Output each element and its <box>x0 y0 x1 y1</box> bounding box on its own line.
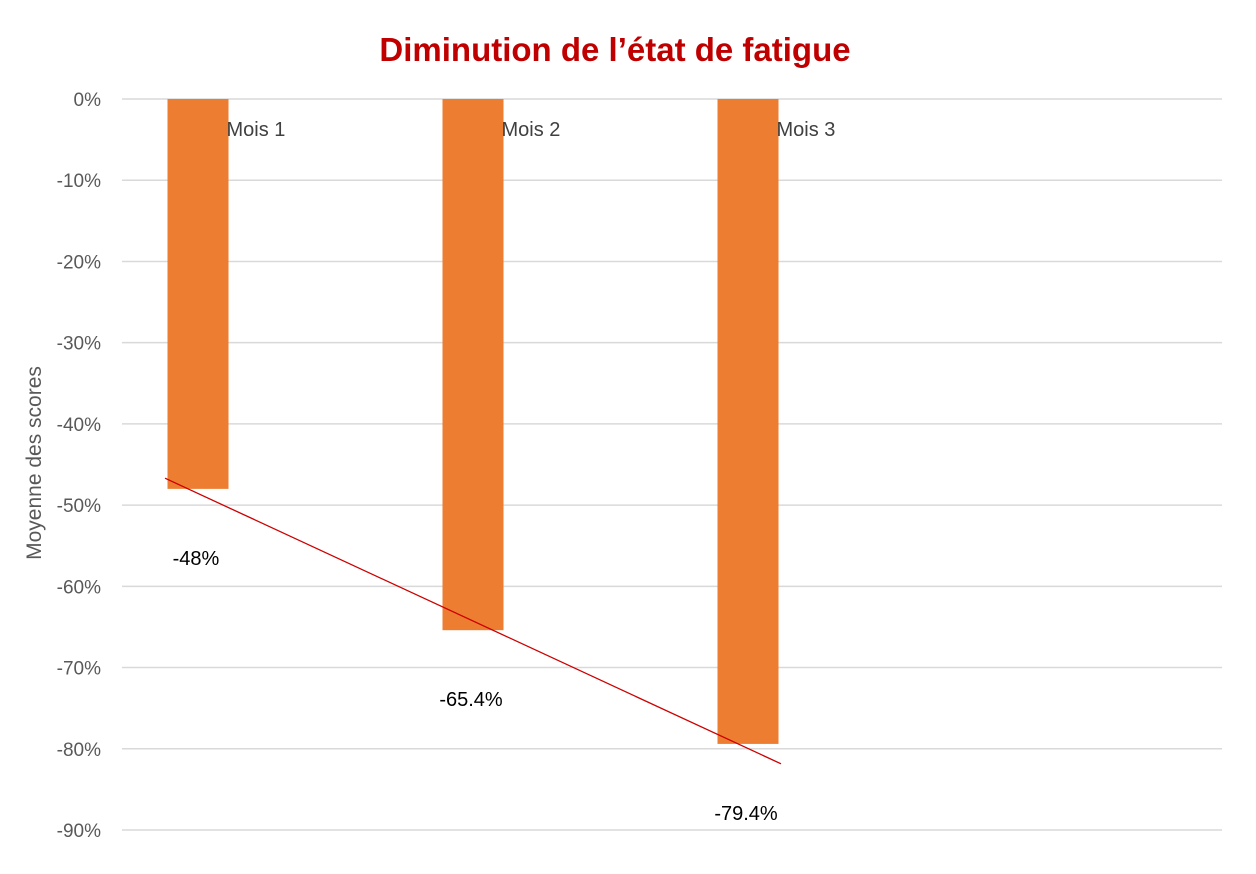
data-label: -48% <box>173 548 220 570</box>
trendline <box>164 477 782 765</box>
category-label: Mois 3 <box>777 119 836 141</box>
y-tick-label: -20% <box>57 252 101 273</box>
gridlines <box>122 98 1222 831</box>
trendline-layer <box>164 477 782 765</box>
y-tick-label: -90% <box>57 821 101 842</box>
y-tick-label: -70% <box>57 659 101 680</box>
bar-mois-2 <box>442 99 504 631</box>
y-tick-label: -80% <box>57 740 101 761</box>
bars <box>167 99 779 744</box>
category-label: Mois 1 <box>227 119 286 141</box>
labels: Mois 1 -48% Mois 2 -65.4% Mois 3 -79.4% <box>173 119 836 825</box>
data-label: -79.4% <box>714 803 778 825</box>
data-label: -65.4% <box>439 689 503 711</box>
bar-mois-1 <box>167 99 229 489</box>
y-tick-label: -40% <box>57 415 101 436</box>
y-tick-label: 0% <box>74 90 102 111</box>
y-tick-label: -10% <box>57 171 101 192</box>
y-axis-label: Moyenne des scores <box>23 366 46 560</box>
bar-mois-3 <box>717 99 779 744</box>
category-label: Mois 2 <box>502 119 561 141</box>
y-tick-label: -60% <box>57 577 101 598</box>
chart-title: Diminution de l’état de fatigue <box>379 31 850 68</box>
y-tick-label: -50% <box>57 496 101 517</box>
y-axis-ticks: 0% -10% -20% -30% -40% -50% -60% -70% -80% -90% <box>57 90 101 842</box>
y-tick-label: -30% <box>57 334 101 355</box>
